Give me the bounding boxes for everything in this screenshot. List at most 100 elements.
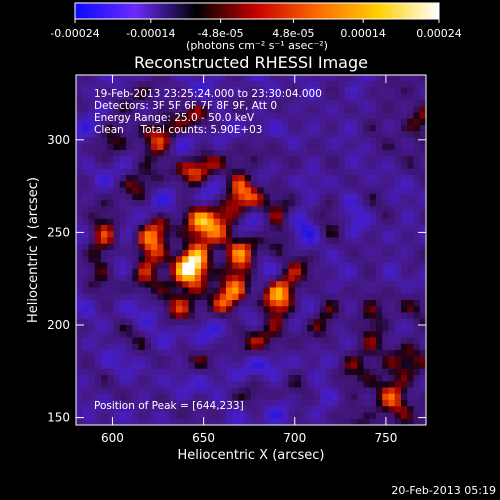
- heatmap-cell: [126, 256, 133, 263]
- heatmap-cell: [294, 300, 302, 307]
- heatmap-cell: [407, 143, 414, 151]
- heatmap-cell: [182, 112, 189, 120]
- heatmap-cell: [263, 400, 271, 407]
- heatmap-cell: [88, 137, 96, 145]
- heatmap-cell: [394, 418, 402, 425]
- heatmap-cell: [251, 262, 258, 270]
- heatmap-cell: [82, 418, 89, 425]
- heatmap-cell: [238, 362, 246, 370]
- heatmap-cell: [113, 200, 121, 207]
- heatmap-cell: [126, 406, 133, 413]
- heatmap-cell: [288, 193, 296, 201]
- heatmap-cell: [357, 181, 364, 188]
- heatmap-cell: [307, 275, 314, 282]
- heatmap-cell: [76, 150, 83, 157]
- heatmap-cell: [238, 325, 246, 332]
- heatmap-cell: [319, 281, 327, 288]
- heatmap-cell: [132, 243, 139, 251]
- heatmap-cell: [344, 193, 352, 201]
- heatmap-cell: [351, 306, 358, 313]
- heatmap-cell: [88, 156, 96, 163]
- heatmap-cell: [282, 381, 289, 388]
- heatmap-cell: [194, 93, 202, 101]
- heatmap-cell: [301, 275, 308, 282]
- heatmap-cell: [376, 381, 383, 388]
- heatmap-cell: [207, 137, 214, 145]
- heatmap-cell: [126, 75, 133, 82]
- heatmap-cell: [294, 412, 302, 420]
- heatmap-cell: [194, 350, 202, 357]
- heatmap-cell: [276, 387, 283, 395]
- heatmap-cell: [326, 162, 333, 170]
- heatmap-cell: [94, 318, 102, 326]
- heatmap-cell: [276, 143, 283, 151]
- heatmap-cell: [238, 143, 246, 151]
- heatmap-cell: [257, 350, 264, 357]
- heatmap-cell: [369, 375, 377, 382]
- heatmap-cell: [157, 293, 164, 301]
- heatmap-cell: [357, 350, 364, 357]
- heatmap-cell: [144, 356, 152, 363]
- heatmap-cell: [332, 125, 339, 132]
- heatmap-cell: [207, 162, 214, 170]
- heatmap-cell: [151, 293, 158, 301]
- heatmap-cell: [282, 237, 289, 245]
- heatmap-cell: [382, 206, 389, 213]
- heatmap-cell: [119, 150, 127, 157]
- heatmap-cell: [132, 206, 139, 213]
- heatmap-cell: [269, 337, 277, 345]
- heatmap-cell: [194, 362, 202, 370]
- heatmap-cell: [132, 125, 139, 132]
- heatmap-cell: [88, 375, 96, 382]
- heatmap-cell: [113, 318, 121, 326]
- heatmap-cell: [94, 112, 102, 120]
- heatmap-cell: [163, 393, 171, 401]
- heatmap-cell: [307, 206, 314, 213]
- heatmap-cell: [82, 206, 89, 213]
- heatmap-cell: [263, 200, 271, 207]
- heatmap-cell: [113, 131, 121, 138]
- heatmap-cell: [201, 312, 208, 320]
- heatmap-cell: [288, 125, 296, 132]
- heatmap-cell: [176, 381, 183, 388]
- heatmap-cell: [388, 143, 396, 151]
- heatmap-cell: [238, 300, 246, 307]
- heatmap-cell: [363, 343, 371, 351]
- heatmap-cell: [119, 175, 127, 182]
- heatmap-cell: [232, 375, 239, 382]
- heatmap-cell: [182, 212, 189, 220]
- heatmap-cell: [232, 93, 239, 101]
- heatmap-cell: [413, 193, 421, 201]
- heatmap-cell: [307, 106, 314, 113]
- heatmap-cell: [388, 187, 396, 195]
- heatmap-cell: [226, 125, 233, 132]
- heatmap-cell: [88, 400, 96, 407]
- heatmap-cell: [251, 325, 258, 332]
- heatmap-cell: [413, 112, 421, 120]
- heatmap-cell: [257, 375, 264, 382]
- heatmap-cell: [207, 256, 214, 263]
- heatmap-cell: [188, 237, 196, 245]
- heatmap-cell: [294, 87, 302, 95]
- heatmap-cell: [288, 362, 296, 370]
- heatmap-cell: [188, 187, 196, 195]
- heatmap-cell: [182, 293, 189, 301]
- heatmap-cell: [394, 375, 402, 382]
- heatmap-cell: [369, 206, 377, 213]
- heatmap-cell: [132, 112, 139, 120]
- heatmap-cell: [338, 400, 346, 407]
- heatmap-cell: [88, 318, 96, 326]
- heatmap-cell: [113, 118, 121, 126]
- heatmap-cell: [194, 412, 202, 420]
- heatmap-cell: [132, 162, 139, 170]
- heatmap-cell: [301, 418, 308, 425]
- heatmap-cell: [176, 406, 183, 413]
- heatmap-cell: [238, 237, 246, 245]
- heatmap-cell: [138, 287, 146, 295]
- heatmap-cell: [326, 393, 333, 401]
- heatmap-cell: [188, 412, 196, 420]
- heatmap-cell: [226, 331, 233, 338]
- heatmap-cell: [151, 418, 158, 425]
- heatmap-cell: [363, 375, 371, 382]
- heatmap-cell: [101, 212, 108, 220]
